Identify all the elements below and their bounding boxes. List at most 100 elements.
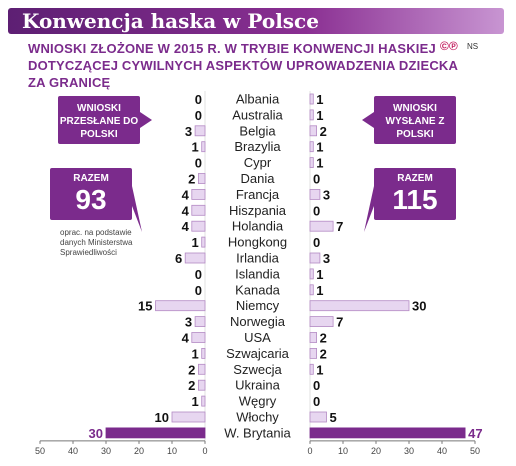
category-label-7: Hiszpania (229, 203, 287, 218)
category-label-18: Ukraina (235, 378, 281, 393)
bar-right-11 (309, 268, 314, 280)
left-label-arrow (140, 112, 152, 128)
value-left-7: 4 (182, 203, 190, 218)
right-panel-label: Wnioski wysłane z Polski (374, 96, 456, 144)
value-right-18: 0 (313, 378, 320, 393)
value-left-5: 2 (188, 172, 195, 187)
bar-right-0 (309, 93, 314, 105)
left-total-value: 93 (75, 184, 107, 215)
category-label-8: Holandia (232, 219, 284, 234)
value-left-13: 15 (138, 299, 152, 314)
axis-ticks: 50 40 30 20 10 0 0 10 20 30 40 50 (35, 440, 480, 456)
bar-left-17 (197, 363, 206, 375)
left-tick-label-4: 10 (167, 446, 177, 456)
category-label-15: USA (244, 330, 271, 345)
category-label-5: Dania (241, 171, 276, 186)
value-left-14: 3 (185, 315, 192, 330)
value-right-13: 30 (412, 299, 426, 314)
value-left-3: 1 (191, 140, 198, 155)
bar-left-14 (194, 316, 206, 328)
bar-right-2 (309, 125, 317, 137)
callout-arrows (132, 112, 374, 232)
right-tick-label-3: 30 (404, 446, 414, 456)
category-label-4: Cypr (244, 155, 272, 170)
right-panel-label-text: Wnioski wysłane z Polski (385, 103, 445, 140)
category-label-21: W. Brytania (224, 425, 291, 440)
value-left-10: 6 (175, 251, 182, 266)
bar-left-18 (197, 379, 206, 391)
right-tick-label-2: 20 (371, 446, 381, 456)
value-right-2: 2 (320, 124, 327, 139)
value-left-21: 30 (89, 426, 103, 441)
category-label-19: Węgry (239, 394, 277, 409)
bar-left-15 (191, 332, 206, 343)
bar-left-20 (171, 411, 206, 423)
value-left-11: 0 (195, 267, 202, 282)
category-label-1: Australia (232, 107, 283, 122)
bar-right-12 (309, 284, 314, 296)
value-right-12: 1 (316, 283, 323, 298)
right-tick-label-4: 40 (437, 446, 447, 456)
grid-lines (204, 91, 311, 441)
left-tick-label-1: 40 (68, 446, 78, 456)
right-tick-label-5: 50 (470, 446, 480, 456)
right-label-arrow (362, 112, 374, 128)
category-label-6: Francja (236, 187, 280, 202)
value-right-17: 1 (316, 362, 323, 377)
bar-right-14 (309, 316, 334, 328)
left-panel-label: Wnioski przesłane do Polski (58, 96, 140, 144)
right-total-arrow (364, 186, 374, 232)
bar-left-21 (105, 427, 206, 439)
right-total-value: 115 (392, 184, 438, 215)
value-left-20: 10 (155, 410, 169, 425)
bar-left-3 (201, 141, 206, 153)
bar-right-4 (309, 157, 314, 169)
bar-left-16 (201, 347, 206, 359)
value-left-12: 0 (195, 283, 202, 298)
bar-right-8 (309, 220, 334, 232)
bar-left-2 (194, 125, 206, 137)
bar-right-1 (309, 109, 314, 121)
left-total-arrow (132, 186, 142, 232)
bar-right-21 (309, 427, 466, 439)
bar-right-3 (309, 141, 314, 153)
value-left-2: 3 (185, 124, 192, 139)
value-left-0: 0 (195, 92, 202, 107)
category-label-9: Hongkong (228, 235, 287, 250)
value-right-9: 0 (313, 235, 320, 250)
bar-left-6 (191, 188, 206, 200)
bar-left-5 (197, 173, 206, 184)
value-left-9: 1 (191, 235, 198, 250)
bar-right-17 (309, 363, 314, 375)
value-left-15: 4 (182, 331, 190, 346)
page-title: Konwencja haska w Polsce (22, 9, 319, 33)
category-label-13: Niemcy (236, 298, 280, 313)
right-total-label: Razem (397, 173, 433, 184)
right-tick-label-1: 10 (338, 446, 348, 456)
bars-group (105, 93, 466, 439)
value-right-6: 3 (323, 187, 330, 202)
value-left-6: 4 (182, 187, 190, 202)
category-label-12: Kanada (235, 282, 281, 297)
value-right-10: 3 (323, 251, 330, 266)
value-right-14: 7 (336, 315, 343, 330)
source-note: oprac. na podstawie danych Ministerstwa … (60, 228, 133, 257)
value-right-7: 0 (313, 203, 320, 218)
value-left-8: 4 (182, 219, 190, 234)
value-right-21: 47 (468, 426, 482, 441)
bar-left-7 (191, 204, 206, 216)
value-left-17: 2 (188, 362, 195, 377)
category-label-17: Szwecja (233, 362, 282, 377)
bar-left-10 (184, 252, 206, 264)
left-total-box: Razem 93 (50, 168, 132, 220)
value-left-16: 1 (191, 346, 198, 361)
chart-subtitle: Wnioski złożone w 2015 r. w trybie konwe… (28, 41, 458, 90)
value-right-0: 1 (316, 92, 323, 107)
bar-left-19 (201, 395, 206, 407)
value-right-20: 5 (330, 410, 337, 425)
source-mark: NS (467, 42, 479, 51)
bar-right-15 (309, 332, 317, 343)
title-bar: Konwencja haska w Polsce (8, 8, 504, 34)
value-left-4: 0 (195, 156, 202, 171)
value-left-19: 1 (191, 394, 198, 409)
